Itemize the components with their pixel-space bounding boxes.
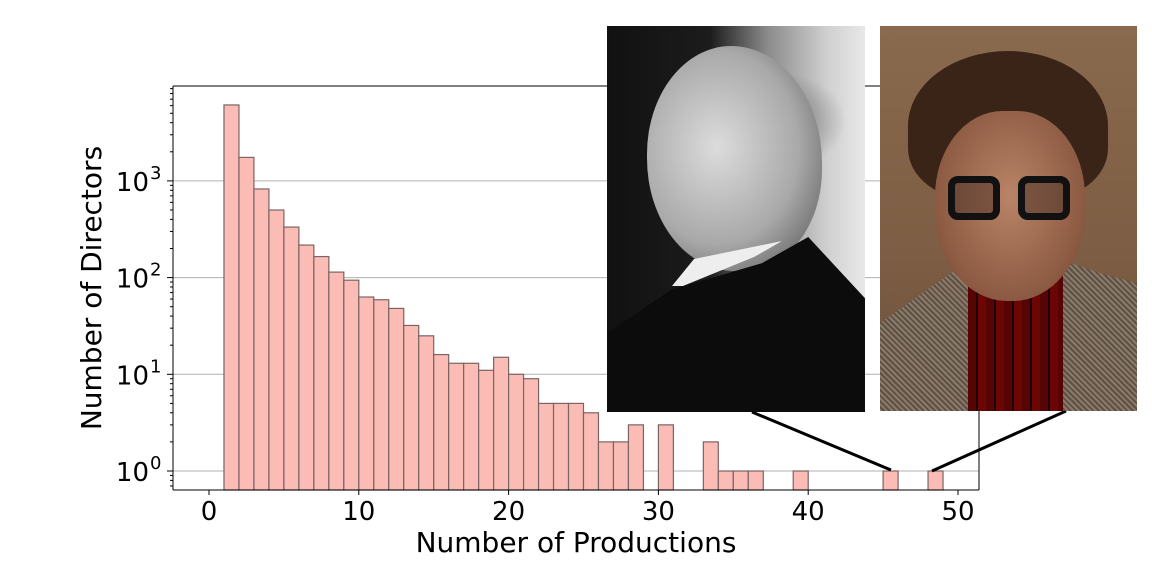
photo-connector-lines — [751, 409, 1067, 473]
histogram-bar — [732, 470, 749, 491]
x-tick-label: 20 — [492, 497, 525, 527]
histogram-bar — [597, 441, 615, 491]
histogram-bar — [448, 362, 465, 491]
x-tick-label: 40 — [792, 497, 825, 527]
x-axis-ticks: 0 10 20 30 40 50 — [201, 490, 975, 527]
histogram-bar — [403, 324, 420, 491]
histogram-bar — [612, 441, 630, 491]
histogram-bar — [702, 441, 719, 491]
y-tick-label: 10 — [116, 458, 149, 488]
histogram-bar — [358, 296, 375, 491]
connector-line-left — [751, 410, 892, 472]
histogram-bar — [522, 378, 540, 491]
x-axis-label: Number of Productions — [416, 526, 737, 559]
y-axis-label: Number of Directors — [75, 146, 108, 430]
x-tick-label: 0 — [201, 497, 218, 527]
x-tick-label: 30 — [642, 497, 675, 527]
histogram-bar — [717, 470, 734, 491]
x-tick-label: 10 — [342, 497, 375, 527]
histogram-bar — [343, 279, 360, 491]
histogram-bar — [882, 470, 899, 491]
connector-line-right — [931, 409, 1067, 473]
histogram-bar — [657, 424, 674, 491]
portrait-head — [647, 46, 822, 271]
histogram-bar — [283, 226, 300, 491]
glasses-icon — [948, 176, 1076, 224]
director-portrait-color — [880, 26, 1137, 411]
histogram-bar — [567, 402, 585, 491]
histogram-bar — [747, 470, 764, 491]
histogram-bar — [373, 299, 390, 491]
histogram-bar — [388, 307, 405, 491]
histogram-bar — [463, 362, 480, 491]
histogram-bar — [552, 402, 570, 491]
y-tick-exponent: 0 — [150, 453, 161, 474]
histogram-bar — [298, 244, 315, 491]
histogram-bar — [927, 470, 944, 491]
histogram-bar — [493, 356, 510, 491]
histogram-bar — [582, 412, 600, 491]
x-tick-label: 50 — [941, 497, 974, 527]
histogram-bar — [238, 156, 255, 491]
y-tick-label: 10 — [116, 265, 149, 295]
histogram-bars — [223, 104, 944, 491]
histogram-bar — [537, 402, 555, 491]
histogram-bar — [478, 369, 495, 491]
histogram-bar — [792, 470, 809, 491]
y-tick-exponent: 1 — [150, 356, 161, 377]
histogram-bar — [223, 104, 240, 491]
histogram-bar — [313, 255, 330, 491]
histogram-bar — [253, 188, 270, 491]
director-portrait-bw — [607, 26, 865, 412]
histogram-bar — [433, 353, 450, 491]
histogram-bar — [418, 335, 435, 491]
y-tick-label: 10 — [116, 168, 149, 198]
y-tick-exponent: 3 — [150, 163, 161, 184]
y-tick-label: 10 — [116, 361, 149, 391]
histogram-bar — [508, 373, 525, 491]
histogram-bar — [627, 424, 645, 491]
histogram-bar — [328, 271, 345, 491]
y-tick-exponent: 2 — [150, 260, 161, 281]
histogram-bar — [268, 209, 285, 491]
